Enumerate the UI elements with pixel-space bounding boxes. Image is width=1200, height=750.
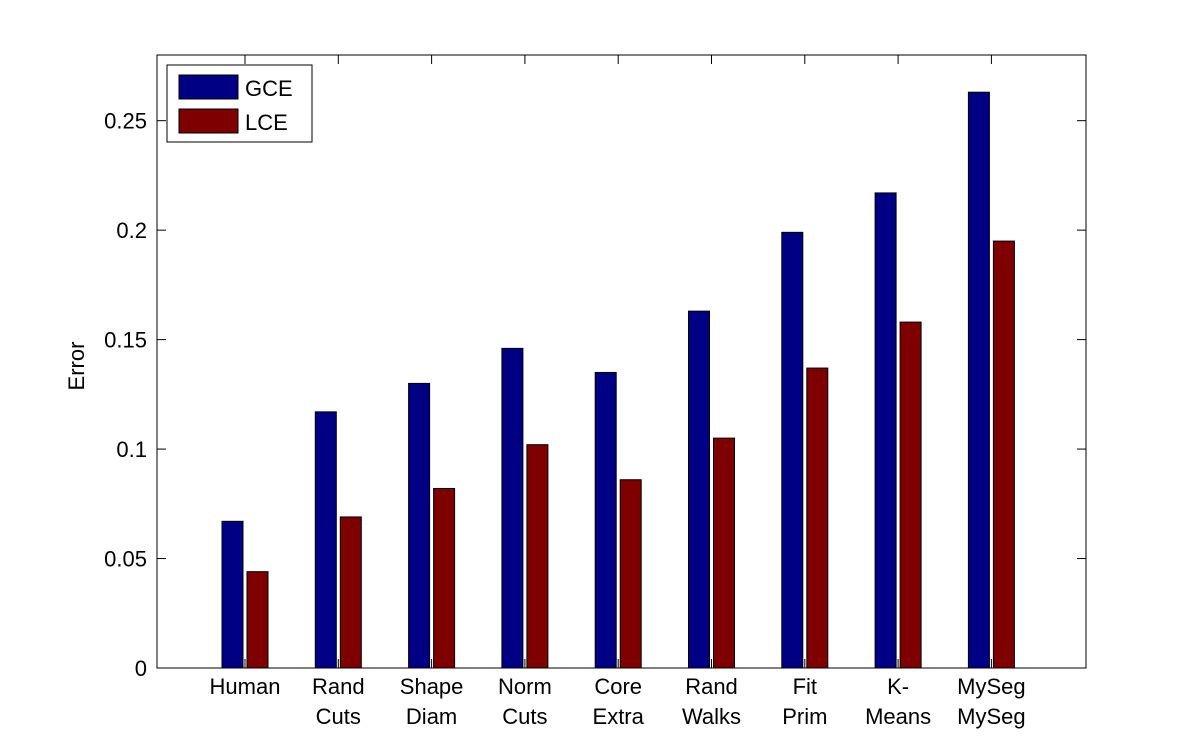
bar-gce-8 bbox=[967, 91, 990, 669]
y-tick-label-5: 0.25 bbox=[104, 109, 147, 134]
y-tick-label-0: 0 bbox=[135, 656, 147, 681]
bar-gce-5 bbox=[688, 310, 710, 669]
bar-lce-6 bbox=[806, 367, 829, 669]
x-tick-label-7-1: Means bbox=[865, 704, 931, 729]
bar-lce-4 bbox=[619, 479, 642, 669]
plot-frame bbox=[156, 54, 1087, 669]
y-ticks-group: 0 0.05 0.1 0.15 0.2 0.25 bbox=[104, 109, 1086, 681]
legend: GCE LCE bbox=[166, 64, 313, 143]
bar-gce-2 bbox=[408, 382, 431, 669]
bar-lce-2 bbox=[433, 487, 456, 669]
bar-lce-7 bbox=[899, 321, 922, 669]
x-tick-label-7-0: K- bbox=[887, 674, 909, 699]
x-tick-label-0-0: Human bbox=[210, 674, 281, 699]
x-tick-label-2-1: Diam bbox=[406, 704, 457, 729]
x-tick-label-5-0: Rand bbox=[685, 674, 738, 699]
bars-group bbox=[221, 91, 1015, 669]
bar-gce-0 bbox=[221, 520, 244, 669]
y-tick-label-2: 0.1 bbox=[116, 437, 147, 462]
bar-lce-5 bbox=[713, 437, 735, 669]
legend-label-gce: GCE bbox=[245, 76, 293, 101]
x-tick-label-4-1: Extra bbox=[593, 704, 645, 729]
x-tick-label-1-0: Rand bbox=[312, 674, 365, 699]
bar-gce-3 bbox=[501, 347, 524, 669]
bar-gce-6 bbox=[781, 231, 804, 669]
bar-gce-7 bbox=[874, 192, 897, 669]
legend-swatch-gce bbox=[178, 74, 239, 100]
y-tick-label-4: 0.2 bbox=[116, 218, 147, 243]
x-tick-label-8-0: MySeg bbox=[957, 674, 1025, 699]
x-tick-label-6-1: Prim bbox=[782, 704, 827, 729]
y-tick-label-1: 0.05 bbox=[104, 547, 147, 572]
x-tick-label-1-1: Cuts bbox=[316, 704, 361, 729]
x-tick-label-4-0: Core bbox=[594, 674, 642, 699]
y-axis-label: Error bbox=[64, 342, 89, 391]
bar-gce-4 bbox=[594, 371, 617, 669]
y-tick-label-3: 0.15 bbox=[104, 328, 147, 353]
bar-gce-1 bbox=[314, 411, 337, 669]
legend-label-lce: LCE bbox=[245, 110, 288, 135]
bar-lce-1 bbox=[339, 516, 362, 669]
bar-lce-8 bbox=[992, 240, 1015, 669]
bar-lce-3 bbox=[526, 444, 549, 669]
x-tick-label-3-1: Cuts bbox=[502, 704, 547, 729]
x-tick-label-3-0: Norm bbox=[498, 674, 552, 699]
axes-group bbox=[156, 54, 1087, 669]
legend-swatch-lce bbox=[178, 108, 239, 134]
x-ticks-group: Human Rand Cuts Shape Diam Norm Cuts Core Extra R… bbox=[210, 55, 1026, 729]
x-tick-label-6-0: Fit bbox=[793, 674, 817, 699]
x-tick-label-5-1: Walks bbox=[682, 704, 741, 729]
x-tick-label-2-0: Shape bbox=[400, 674, 464, 699]
x-tick-label-8-1: MySeg bbox=[957, 704, 1025, 729]
bar-lce-0 bbox=[246, 571, 269, 669]
